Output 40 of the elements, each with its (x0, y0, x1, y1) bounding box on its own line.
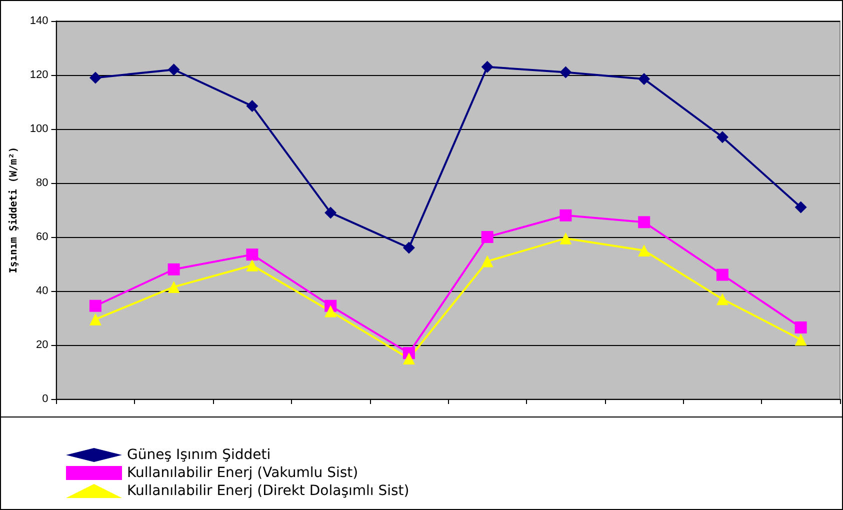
point (168, 64, 180, 76)
point (168, 263, 180, 276)
point (481, 60, 494, 73)
point (638, 73, 650, 86)
point (560, 232, 572, 244)
point (716, 268, 728, 281)
point (716, 131, 728, 144)
point (560, 66, 572, 78)
point (402, 242, 415, 254)
point (168, 280, 180, 293)
y-tick-label: 100 (30, 123, 48, 135)
y-tick-label: 80 (36, 177, 48, 189)
y-tick-label: 120 (30, 69, 48, 81)
y-tick-label: 40 (36, 285, 48, 297)
point (481, 231, 494, 243)
point (794, 334, 807, 346)
y-tick-label: 60 (36, 231, 48, 243)
point (89, 72, 102, 84)
point (794, 201, 807, 214)
legend-label: Kullanılabilir Enerj (Vakumlu Sist) (127, 465, 358, 481)
point (246, 248, 258, 261)
point (638, 244, 650, 256)
point (246, 259, 258, 272)
point (481, 255, 494, 268)
point (89, 300, 102, 312)
y-tick-label: 0 (42, 393, 48, 405)
y-tick-label: 20 (36, 339, 48, 351)
point (716, 293, 728, 306)
legend-label: Güneş Işınım Şiddeti (127, 447, 271, 463)
point (560, 209, 572, 222)
legend-label: Kullanılabilir Enerj (Direkt Dolaşımlı Sist) (127, 483, 410, 499)
y-tick-label: 140 (30, 15, 48, 27)
point (89, 313, 102, 326)
point (246, 100, 258, 112)
point (324, 305, 337, 318)
point (638, 216, 650, 228)
point (324, 206, 337, 219)
y-axis-title: Işınım Şiddeti (W/m²) (8, 146, 20, 274)
point (794, 321, 807, 334)
point (402, 352, 415, 364)
